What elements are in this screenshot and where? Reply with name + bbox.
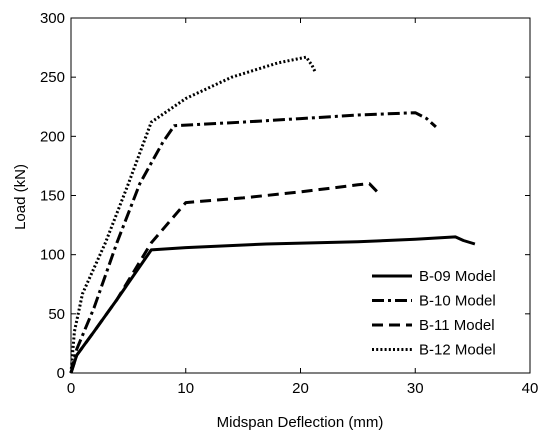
y-tick-label: 0 xyxy=(57,365,65,382)
x-tick-label: 10 xyxy=(177,380,194,397)
legend-label: B-09 Model xyxy=(419,268,496,285)
legend-label: B-10 Model xyxy=(419,293,496,310)
x-tick-label: 0 xyxy=(67,380,75,397)
y-tick-label: 200 xyxy=(40,128,65,145)
x-tick-label: 40 xyxy=(522,380,539,397)
series-line-b-10-model xyxy=(69,111,437,374)
x-tick-label: 30 xyxy=(407,380,424,397)
y-tick-label: 250 xyxy=(40,69,65,86)
legend-label: B-12 Model xyxy=(419,342,496,359)
y-tick-label: 300 xyxy=(40,10,65,27)
series-line-b-11-model xyxy=(69,182,380,374)
x-tick-label: 20 xyxy=(292,380,309,397)
y-tick-label: 50 xyxy=(48,306,65,323)
y-tick-label: 150 xyxy=(40,188,65,205)
series-line-b-12-model xyxy=(69,55,317,374)
y-tick-label: 100 xyxy=(40,247,65,264)
x-axis-label: Midspan Deflection (mm) xyxy=(217,414,384,431)
legend: B-09 Model B-10 Model B-11 Model B-12 Model xyxy=(361,258,525,366)
axes-layer: 0 10 20 30 40 0 50 100 150 200 250 300 xyxy=(40,10,538,397)
y-axis-label: Load (kN) xyxy=(12,164,29,230)
series-layer xyxy=(69,55,476,374)
legend-label: B-11 Model xyxy=(419,317,495,334)
